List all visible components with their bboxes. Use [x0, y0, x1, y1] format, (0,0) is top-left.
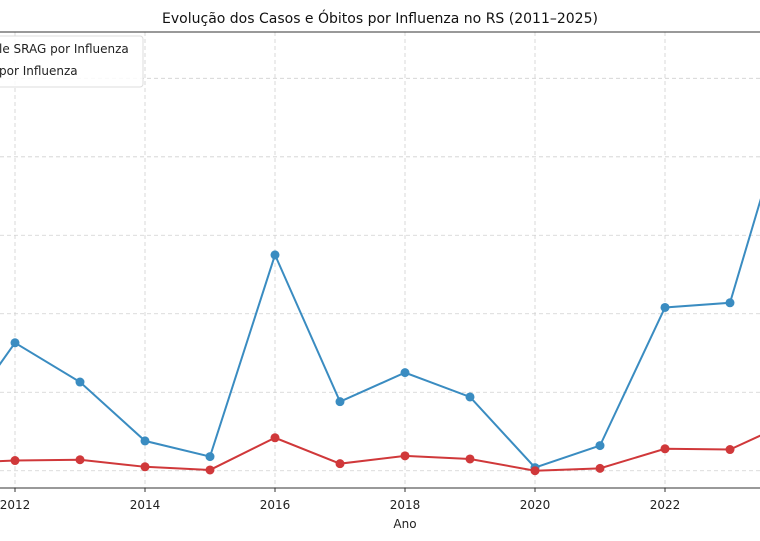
x-tick-label: 2020: [520, 498, 551, 512]
series-lines: [0, 198, 760, 476]
data-point-1-2020: [530, 466, 540, 476]
x-tick-label: 2022: [650, 498, 681, 512]
data-point-0-2013: [75, 377, 85, 387]
x-axis-label: Ano: [393, 517, 416, 531]
data-point-1-2022: [660, 444, 670, 454]
legend-label-cases: le SRAG por Influenza: [0, 42, 129, 56]
chart-title: Evolução dos Casos e Óbitos por Influenz…: [162, 9, 598, 27]
data-point-0-2018: [400, 368, 410, 378]
data-point-1-2012: [10, 456, 20, 466]
data-point-0-2022: [660, 302, 670, 312]
series-line-1: [0, 434, 760, 472]
data-point-0-2017: [335, 397, 345, 407]
x-tick-label: 2016: [260, 498, 291, 512]
data-point-1-2015: [205, 465, 215, 475]
legend-box: [0, 35, 144, 88]
series-line-0: [0, 198, 760, 469]
data-point-0-2015: [205, 452, 215, 462]
data-point-1-2013: [75, 455, 85, 465]
data-point-0-2014: [140, 436, 150, 446]
data-point-1-2021: [595, 463, 605, 473]
data-point-0-2021: [595, 441, 605, 451]
data-point-0-2016: [270, 250, 280, 260]
data-point-1-2017: [335, 459, 345, 469]
data-point-0-2023: [725, 298, 735, 308]
data-point-1-2023: [725, 445, 735, 455]
data-point-0-2019: [465, 392, 475, 402]
data-point-0-2012: [10, 338, 20, 348]
x-tick-label: 2012: [0, 498, 30, 512]
data-point-1-2014: [140, 462, 150, 472]
grid: [0, 32, 760, 488]
plot-frame: [0, 31, 760, 489]
x-tick-label: 2018: [390, 498, 421, 512]
legend: le SRAG por Influenza por Influenza: [0, 35, 144, 88]
legend-label-deaths: por Influenza: [0, 64, 78, 78]
data-point-1-2019: [465, 454, 475, 464]
data-point-1-2018: [400, 451, 410, 461]
data-point-1-2016: [270, 433, 280, 443]
x-tick-label: 2014: [130, 498, 161, 512]
x-ticks: 2012 2014 2016 2018 2020 2022: [0, 488, 680, 512]
